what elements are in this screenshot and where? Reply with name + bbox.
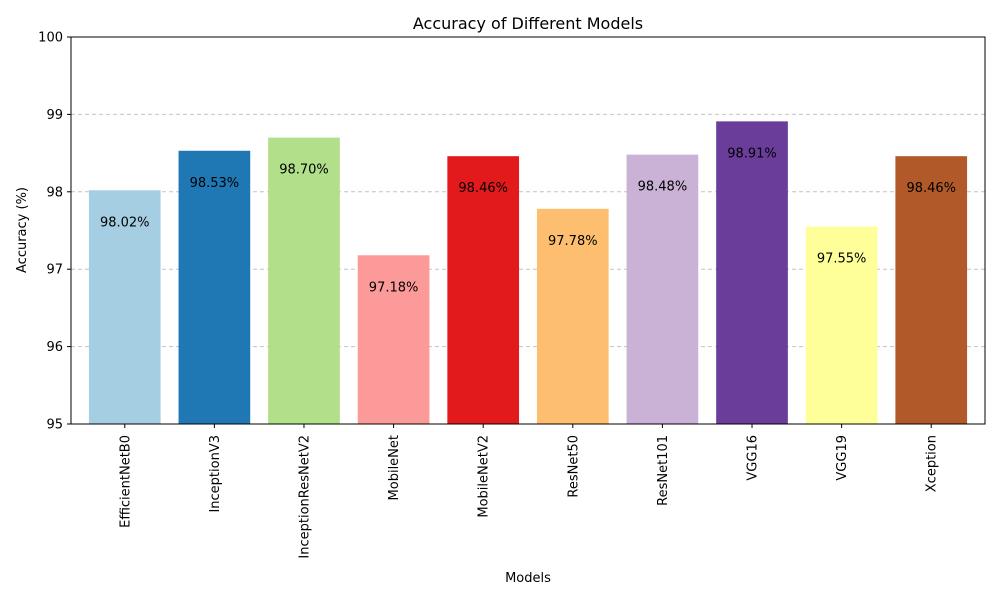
y-tick-label: 99 [46, 108, 63, 123]
bar-value-label: 98.91% [727, 146, 777, 161]
bar [178, 150, 251, 424]
x-tick-label: ResNet50 [566, 435, 581, 498]
x-tick-label: ResNet101 [656, 435, 671, 506]
y-axis-ticks: 95 96 97 98 99 100 [38, 31, 71, 433]
bar [536, 208, 609, 424]
y-tick-label: 100 [38, 31, 63, 46]
bar-value-label: 97.78% [548, 234, 598, 249]
x-tick-label: MobileNet [387, 435, 402, 500]
y-tick-label: 96 [46, 340, 63, 355]
bar-value-label: 98.46% [458, 181, 508, 196]
x-tick-label: EfficientNetB0 [118, 435, 133, 528]
bar-value-label: 97.18% [369, 280, 419, 295]
bar-value-label: 97.55% [817, 252, 867, 267]
bar [716, 121, 788, 424]
bar-value-label: 98.02% [100, 215, 150, 230]
bar [895, 156, 968, 425]
grid-lines [71, 113, 985, 348]
chart-title: Accuracy of Different Models [413, 14, 643, 33]
bar [805, 226, 878, 424]
plot-frame [70, 36, 986, 425]
x-axis-ticks: EfficientNetB0 InceptionV3 InceptionResNet… [118, 424, 940, 559]
y-tick-label: 95 [46, 418, 63, 433]
bar-value-labels: 98.02% 98.53% 98.70% 97.18% 98.46% 97.78% 98.4… [100, 146, 956, 295]
x-tick-label: InceptionV3 [208, 435, 223, 513]
y-axis-label: Accuracy (%) [15, 187, 30, 273]
y-tick-label: 97 [46, 263, 63, 278]
bars [88, 121, 968, 425]
x-tick-label: Xception [925, 435, 940, 492]
bar [626, 154, 699, 424]
x-tick-label: MobileNetV2 [477, 435, 492, 518]
bar [357, 255, 430, 424]
bar-value-label: 98.70% [279, 163, 329, 178]
bar [88, 190, 161, 424]
x-tick-label: VGG19 [835, 435, 850, 481]
bar-value-label: 98.46% [906, 181, 956, 196]
x-tick-label: VGG16 [746, 435, 761, 481]
y-tick-label: 98 [46, 185, 63, 200]
bar-value-label: 98.53% [190, 176, 240, 191]
bar [268, 137, 340, 424]
bar [447, 156, 520, 425]
x-tick-label: InceptionResNetV2 [297, 435, 312, 559]
bar-value-label: 98.48% [638, 180, 688, 195]
x-axis-label: Models [505, 571, 551, 586]
